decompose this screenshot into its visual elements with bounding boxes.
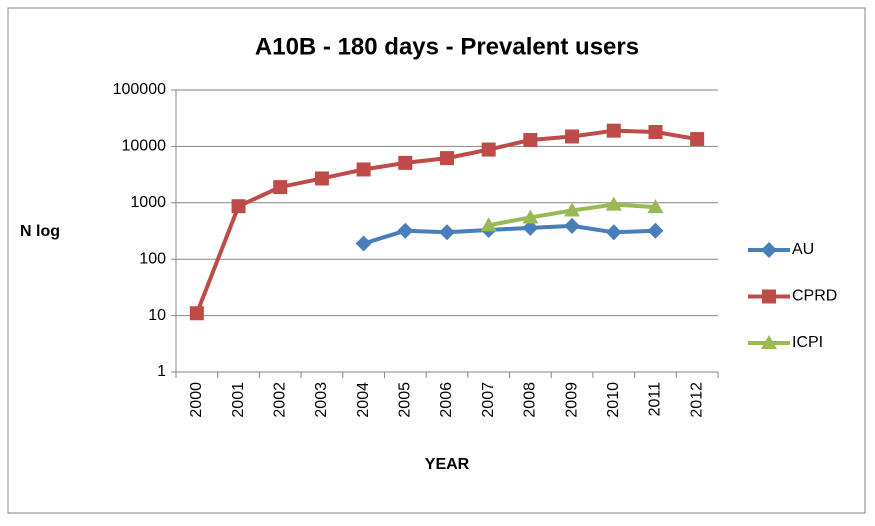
- data-point: [605, 224, 622, 241]
- x-tick-label: 2003: [313, 382, 330, 418]
- x-tick-label: 2012: [688, 382, 705, 418]
- data-point: [355, 235, 372, 252]
- y-tick-label: 10000: [122, 138, 167, 155]
- data-point: [523, 132, 538, 147]
- data-point: [606, 123, 621, 138]
- data-point: [356, 162, 371, 177]
- data-point: [605, 196, 622, 211]
- data-point: [480, 217, 497, 232]
- x-tick-label: 2004: [355, 382, 372, 418]
- y-tick-label: 1: [157, 363, 166, 380]
- data-point: [564, 202, 581, 217]
- y-tick-label: 100000: [113, 81, 166, 98]
- y-tick-label: 100: [139, 250, 166, 267]
- x-tick-label: 2006: [438, 382, 455, 418]
- y-axis-label: N log: [20, 223, 60, 240]
- data-point: [647, 199, 664, 214]
- data-point: [440, 151, 454, 166]
- data-point: [564, 217, 581, 234]
- data-point: [690, 132, 705, 147]
- data-point: [189, 306, 204, 321]
- y-tick-label: 10: [148, 307, 166, 324]
- chart-frame: [7, 7, 866, 514]
- x-tick-label: 2005: [397, 382, 414, 418]
- legend-marker: [761, 335, 777, 349]
- data-point: [522, 219, 539, 236]
- x-tick-label: 2001: [230, 382, 247, 418]
- data-point: [439, 224, 455, 241]
- legend-label: ICPI: [792, 334, 823, 351]
- x-tick-label: 2000: [188, 382, 205, 418]
- legend-label: CPRD: [792, 288, 837, 305]
- x-tick-label: 2010: [605, 382, 622, 418]
- y-tick-label: 1000: [130, 194, 166, 211]
- data-point: [231, 199, 246, 214]
- data-point: [481, 142, 496, 157]
- legend-marker: [761, 242, 777, 258]
- data-point: [397, 222, 414, 239]
- x-tick-label: 2008: [522, 382, 539, 418]
- data-point: [522, 209, 539, 224]
- chart-title: A10B - 180 days - Prevalent users: [255, 33, 639, 60]
- data-point: [647, 222, 664, 239]
- data-point: [565, 129, 580, 144]
- data-point: [648, 125, 663, 140]
- data-point: [398, 155, 413, 170]
- x-tick-label: 2011: [647, 382, 664, 417]
- x-axis-label: YEAR: [425, 456, 470, 473]
- data-point: [314, 171, 329, 186]
- x-tick-label: 2009: [563, 382, 580, 418]
- legend-marker: [762, 289, 776, 304]
- data-point: [273, 180, 288, 195]
- x-tick-label: 2002: [271, 382, 288, 418]
- legend-label: AU: [792, 241, 814, 258]
- x-tick-label: 2007: [480, 382, 497, 418]
